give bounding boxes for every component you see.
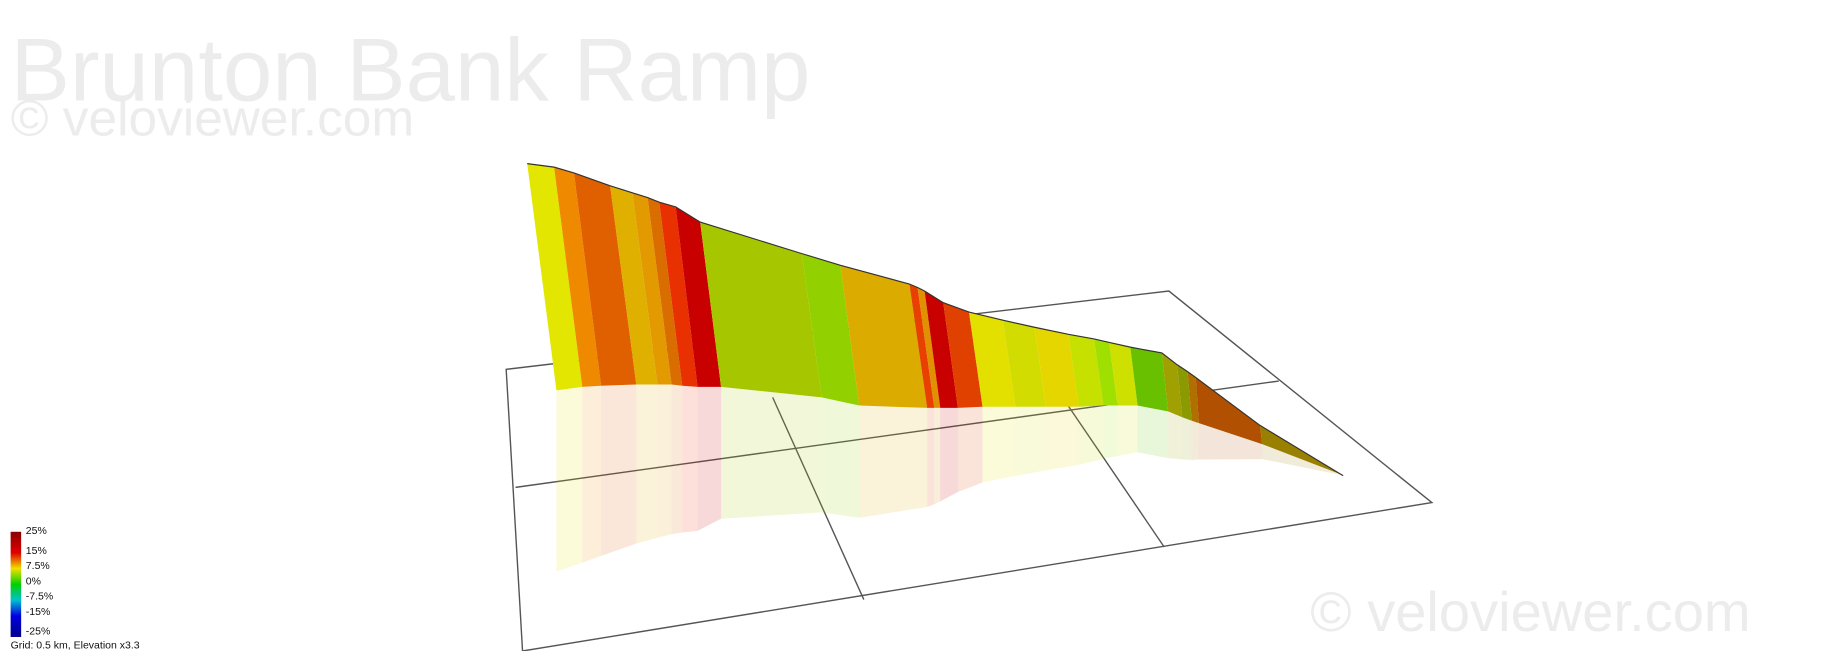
profile-segment <box>1191 420 1199 461</box>
profile-segment <box>682 385 698 533</box>
profile-segment <box>940 407 958 502</box>
profile-segment <box>554 167 602 387</box>
profile-segment <box>659 202 698 387</box>
profile-segment <box>1002 320 1046 407</box>
watermark: © veloviewer.com <box>11 89 415 147</box>
legend: 25% 15% 7.5% 0% -7.5% -15% -25% Grid: 0.… <box>10 525 140 651</box>
profile-segment <box>573 172 637 386</box>
profile-segment <box>1130 347 1169 412</box>
legend-label: 0% <box>26 575 41 587</box>
profile-segment <box>924 291 958 408</box>
legend-label: -15% <box>26 606 51 618</box>
profile-segment <box>632 192 672 385</box>
profile-segment <box>1034 327 1079 407</box>
profile-segment <box>1182 417 1192 461</box>
legend-label: 25% <box>26 525 47 537</box>
profile-segment <box>1078 405 1104 465</box>
profile-segment <box>969 312 1016 407</box>
profile-segment <box>1015 406 1046 476</box>
profile-segment <box>927 407 935 508</box>
profile-segment <box>1187 371 1199 424</box>
profile-segment <box>1137 405 1169 459</box>
title: Brunton Bank Ramp <box>11 21 811 120</box>
profile-segment <box>909 284 935 408</box>
profile-segment <box>671 384 683 535</box>
profile-segment <box>700 222 822 398</box>
profile-segment <box>982 406 1016 483</box>
profile-segment <box>527 163 583 391</box>
legend-label: -25% <box>26 626 51 638</box>
profile-segment <box>1068 334 1104 407</box>
profile-segment <box>675 206 722 387</box>
profile-segment <box>1161 352 1183 418</box>
profile-segment <box>801 253 860 406</box>
profile-segment <box>943 302 983 408</box>
profile-segment <box>1103 405 1118 459</box>
profile-segment <box>840 265 928 408</box>
profile-segment <box>917 287 941 408</box>
profile-edge <box>527 163 1344 477</box>
profile-segment <box>657 384 672 538</box>
legend-label: -7.5% <box>26 591 53 603</box>
profile-segment <box>647 197 683 386</box>
profile-segment <box>1198 423 1263 460</box>
profile-segment <box>1094 338 1118 406</box>
legend-caption: Grid: 0.5 km, Elevation x3.3 <box>11 640 140 651</box>
profile-segment <box>1177 364 1192 421</box>
profile-segment <box>1195 377 1263 445</box>
profile-segment <box>1117 405 1138 457</box>
watermark: © veloviewer.com <box>1310 580 1750 643</box>
profile-segment <box>1109 342 1138 406</box>
profile-segment <box>821 397 860 518</box>
legend-label: 15% <box>26 545 47 557</box>
profile-segment <box>721 386 822 519</box>
profile-segment <box>636 384 658 544</box>
profile-segment <box>1045 406 1079 471</box>
profile <box>527 163 1345 572</box>
legend-label: 7.5% <box>26 560 50 572</box>
legend-gradient <box>10 531 22 637</box>
grid-line <box>772 397 865 600</box>
profile-segment <box>957 406 983 493</box>
profile-segment <box>697 386 722 531</box>
profile-segment <box>582 385 602 563</box>
profile-segment <box>934 407 941 505</box>
profile-segment <box>1262 444 1345 476</box>
profile-segment <box>1168 411 1183 460</box>
profile-segment <box>556 386 583 572</box>
profile-segment <box>601 384 637 556</box>
profile-segment <box>859 405 928 518</box>
profile-segment <box>610 185 658 385</box>
